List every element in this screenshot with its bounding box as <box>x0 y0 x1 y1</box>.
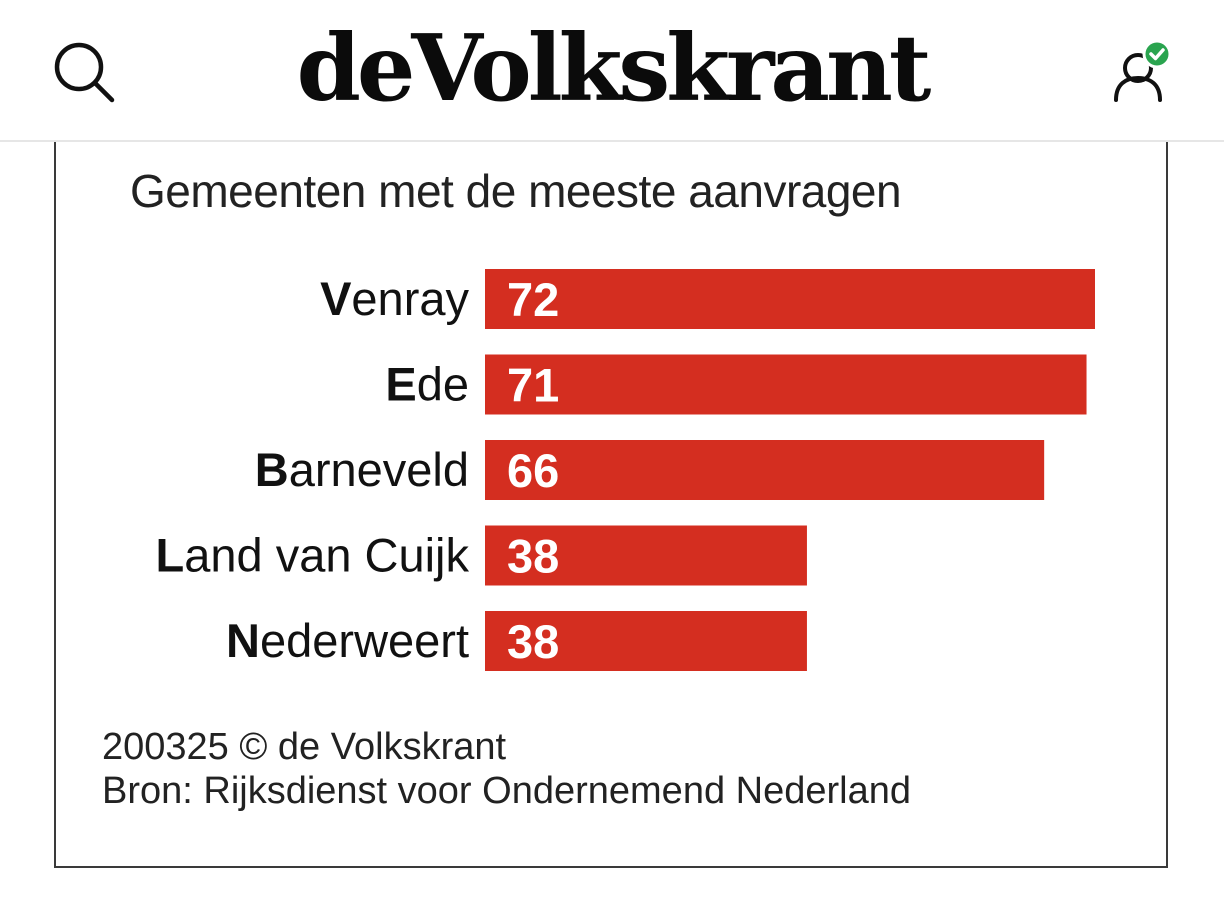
top-navigation-bar: deVolkskrant <box>0 0 1224 142</box>
bar <box>485 611 807 671</box>
chart-card <box>54 142 1168 868</box>
account-button[interactable] <box>1108 38 1178 108</box>
bar-value-label: 66 <box>507 444 559 497</box>
bar-value-label: 38 <box>507 615 559 668</box>
bar <box>485 269 1095 329</box>
bar-value-label: 38 <box>507 530 559 583</box>
category-label: Barneveld <box>255 443 469 496</box>
search-icon <box>54 42 115 103</box>
bar <box>485 440 1045 500</box>
chart-source: Bron: Rijksdienst voor Ondernemend Neder… <box>102 770 911 812</box>
site-logo[interactable]: deVolkskrant <box>296 14 932 122</box>
search-button[interactable] <box>50 38 118 106</box>
category-label: Ede <box>385 358 469 411</box>
category-label: Venray <box>320 272 469 325</box>
bar-value-label: 72 <box>507 273 559 326</box>
category-label: Nederweert <box>226 614 469 667</box>
bar <box>485 354 1087 415</box>
chart-title: Gemeenten met de meeste aanvragen <box>130 165 902 217</box>
user-verified-icon <box>1114 39 1172 102</box>
verified-badge-icon <box>1142 39 1172 69</box>
bar-value-label: 71 <box>507 359 559 412</box>
category-label: Land van Cuijk <box>156 529 470 582</box>
bar <box>485 525 807 586</box>
chart-credit: 200325 © de Volkskrant <box>102 726 507 768</box>
